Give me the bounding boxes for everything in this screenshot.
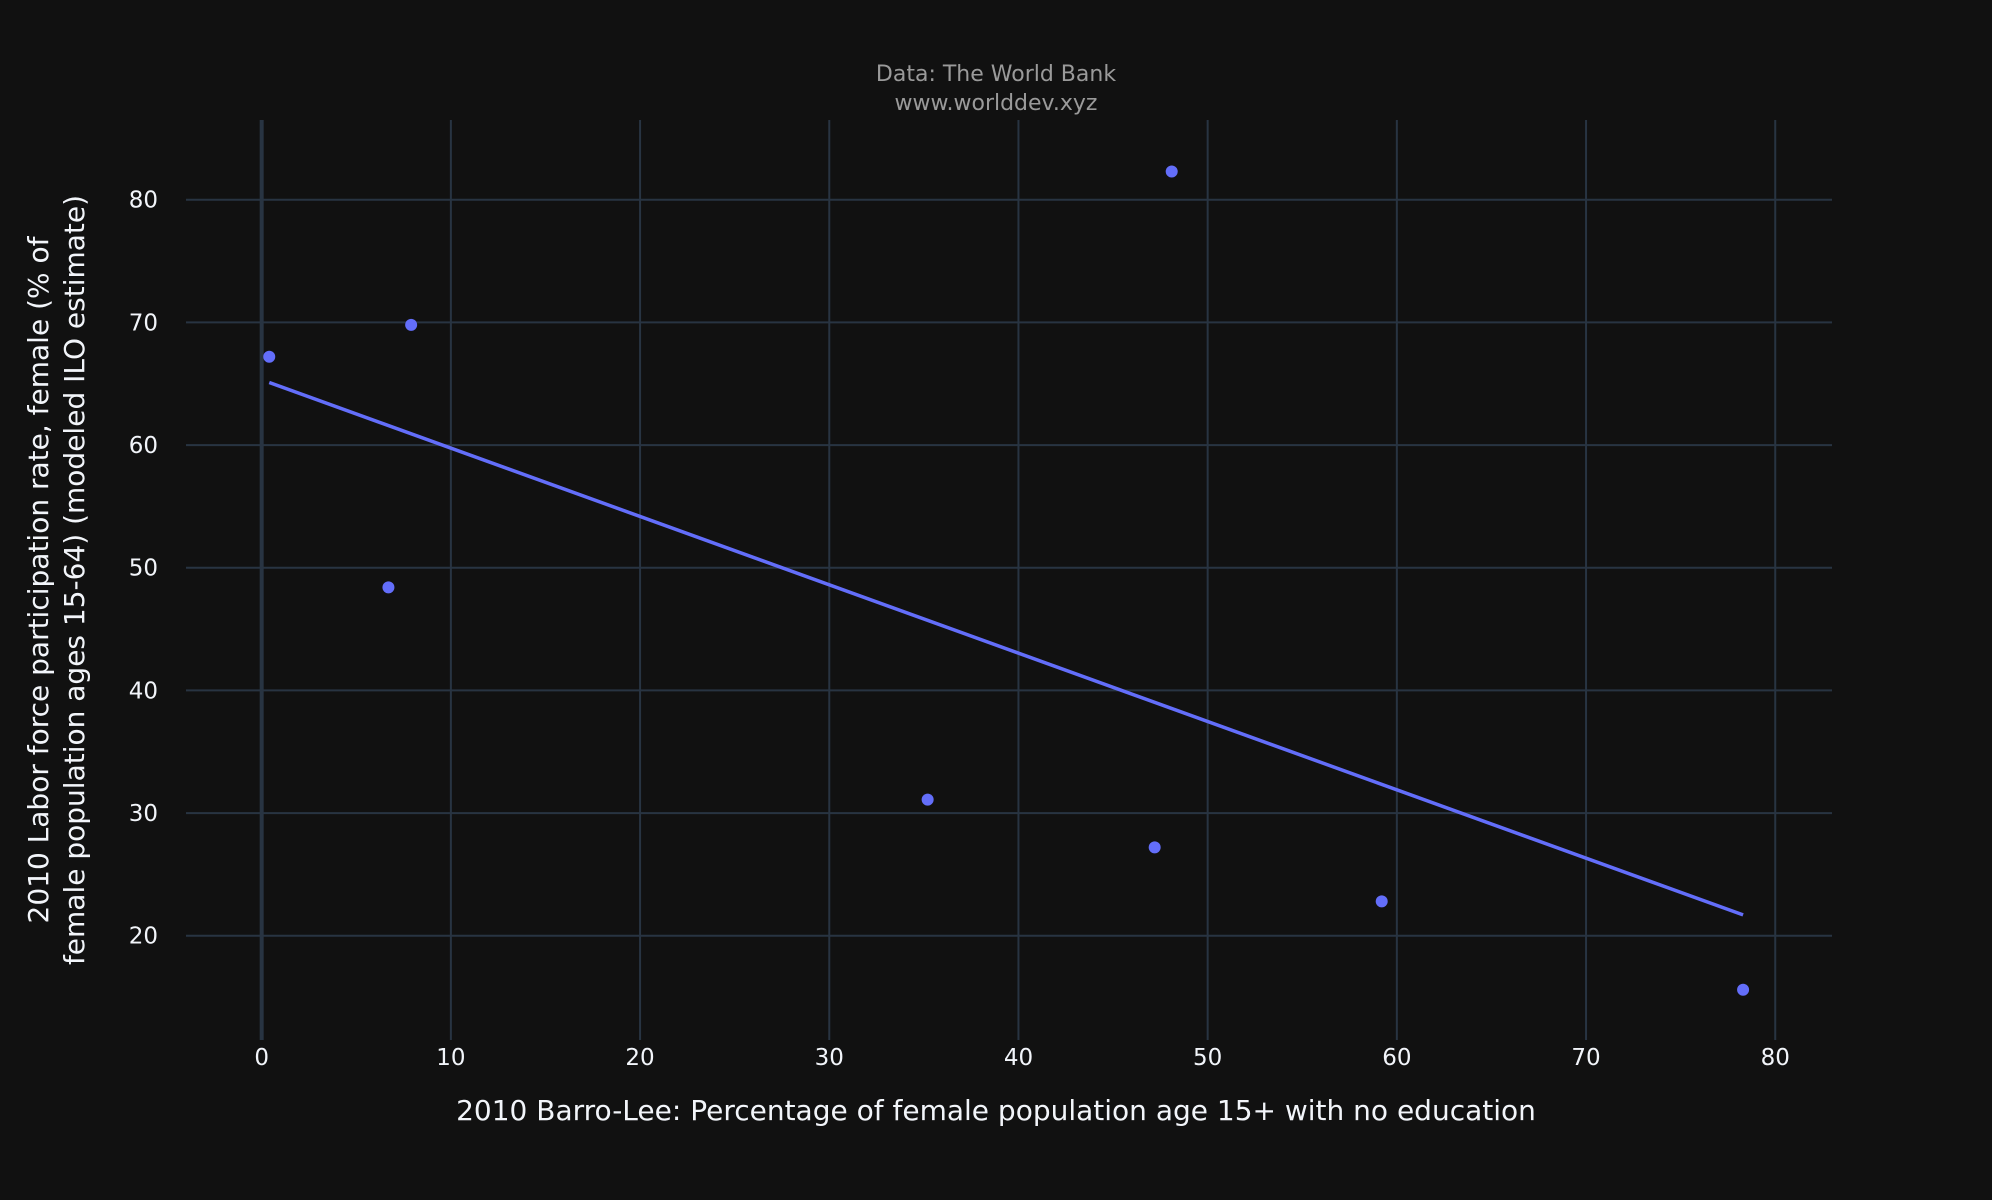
y-tick-label: 40 bbox=[129, 678, 158, 704]
trendline bbox=[268, 380, 1744, 917]
data-point[interactable] bbox=[1375, 895, 1388, 908]
y-tick-label: 30 bbox=[129, 801, 158, 827]
points-layer bbox=[263, 165, 1750, 996]
y-axis-title-line-1: 2010 Labor force participation rate, fem… bbox=[22, 235, 55, 923]
y-axis-title: 2010 Labor force participation rate, fem… bbox=[22, 195, 91, 965]
data-url-line: www.worlddev.xyz bbox=[895, 91, 1098, 116]
y-axis-title-line-2: female population ages 15-64) (modeled I… bbox=[58, 195, 91, 965]
data-point[interactable] bbox=[1148, 841, 1161, 854]
x-tick-label: 40 bbox=[1004, 1045, 1033, 1071]
x-axis-title: 2010 Barro-Lee: Percentage of female pop… bbox=[456, 1094, 1536, 1127]
x-tick-label: 30 bbox=[815, 1045, 844, 1071]
tick-labels: 0 10 20 30 40 50 60 70 80 20 30 40 50 60 70 80 bbox=[129, 188, 1790, 1071]
x-tick-label: 60 bbox=[1382, 1045, 1411, 1071]
x-tick-label: 80 bbox=[1761, 1045, 1790, 1071]
y-tick-label: 20 bbox=[129, 924, 158, 950]
x-tick-label: 20 bbox=[625, 1045, 654, 1071]
y-tick-label: 50 bbox=[129, 556, 158, 582]
data-point[interactable] bbox=[1165, 165, 1178, 178]
x-tick-label: 50 bbox=[1193, 1045, 1222, 1071]
grid bbox=[186, 120, 1832, 1040]
x-tick-label: 10 bbox=[436, 1045, 465, 1071]
x-tick-label: 70 bbox=[1571, 1045, 1600, 1071]
data-point[interactable] bbox=[921, 793, 934, 806]
x-tick-label: 0 bbox=[254, 1045, 269, 1071]
data-point[interactable] bbox=[263, 350, 276, 363]
y-tick-label: 60 bbox=[129, 433, 158, 459]
data-point[interactable] bbox=[382, 581, 395, 594]
y-tick-label: 80 bbox=[129, 188, 158, 214]
data-source-line: Data: The World Bank bbox=[876, 62, 1116, 87]
data-point[interactable] bbox=[405, 318, 418, 331]
y-tick-label: 70 bbox=[129, 310, 158, 336]
data-point[interactable] bbox=[1737, 983, 1750, 996]
trendline-layer bbox=[268, 380, 1744, 917]
